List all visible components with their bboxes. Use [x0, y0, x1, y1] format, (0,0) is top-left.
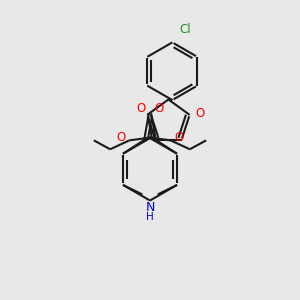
- Text: O: O: [155, 102, 164, 115]
- Text: N: N: [145, 201, 155, 214]
- Text: O: O: [136, 102, 145, 115]
- Text: H: H: [146, 212, 154, 222]
- Text: Cl: Cl: [180, 23, 191, 37]
- Text: O: O: [195, 107, 204, 120]
- Text: O: O: [117, 131, 126, 145]
- Text: O: O: [174, 131, 183, 145]
